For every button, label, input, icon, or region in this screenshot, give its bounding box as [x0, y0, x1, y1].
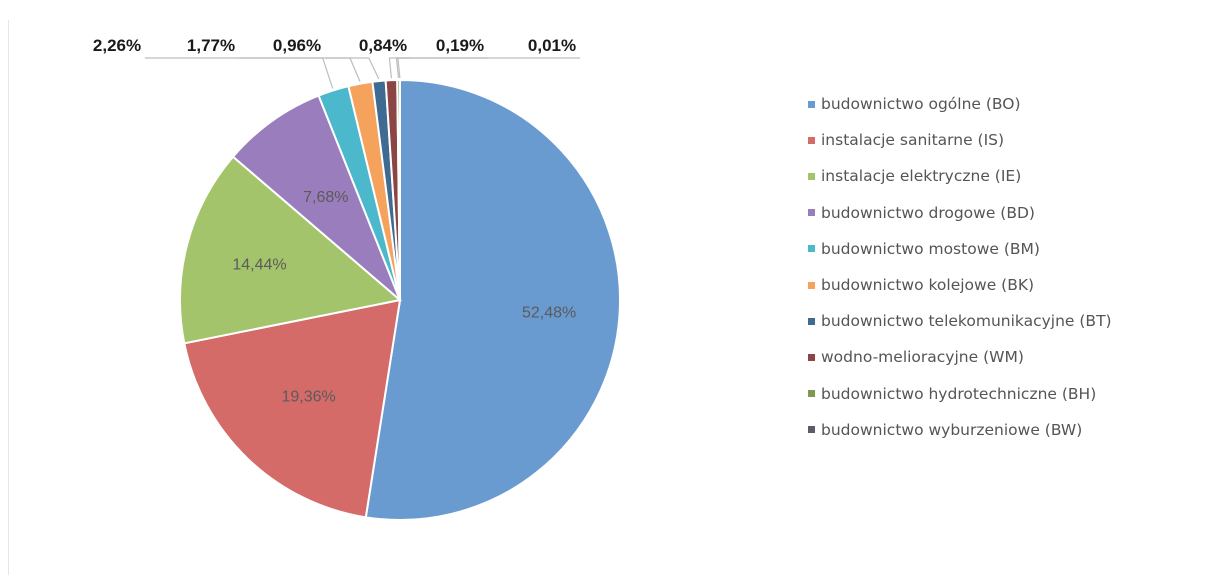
legend-swatch-icon	[808, 353, 815, 361]
legend-item-budownictwo-hydrotechniczne-bh: budownictwo hydrotechniczne (BH)	[808, 376, 1198, 412]
legend-swatch-icon	[808, 209, 815, 217]
legend-swatch-icon	[808, 390, 815, 398]
legend-item-budownictwo-ogolne-bo: budownictwo ogólne (BO)	[808, 86, 1198, 122]
leader-line-budownictwo-wyburzeniowe-bw	[397, 57, 580, 79]
legend-item-budownictwo-kolejowe-bk: budownictwo kolejowe (BK)	[808, 267, 1198, 303]
pie-slice-budownictwo-ogolne-bo	[364, 78, 622, 521]
pie-slice-instalacje-sanitarne-is	[183, 298, 402, 519]
legend: budownictwo ogólne (BO) instalacje sanita…	[808, 86, 1198, 448]
legend-label: budownictwo hydrotechniczne (BH)	[821, 384, 1097, 403]
data-label-budownictwo-kolejowe-bk: 1,77%	[187, 36, 235, 55]
legend-label: budownictwo drogowe (BD)	[821, 203, 1035, 222]
legend-item-wodno-melioracyjne-wm: wodno-melioracyjne (WM)	[808, 339, 1198, 375]
data-label-instalacje-sanitarne-is: 19,36%	[281, 388, 335, 405]
legend-item-instalacje-elektryczne-ie: instalacje elektryczne (IE)	[808, 158, 1198, 194]
leader-line-budownictwo-hydrotechniczne-bh	[395, 57, 488, 79]
legend-item-budownictwo-drogowe-bd: budownictwo drogowe (BD)	[808, 195, 1198, 231]
legend-label: wodno-melioracyjne (WM)	[821, 348, 1024, 367]
legend-swatch-icon	[808, 426, 815, 434]
data-label-budownictwo-drogowe-bd: 7,68%	[303, 189, 348, 206]
legend-swatch-icon	[808, 317, 815, 325]
legend-label: budownictwo telekomunikacyjne (BT)	[821, 312, 1112, 331]
legend-swatch-icon	[808, 172, 815, 180]
legend-swatch-icon	[808, 136, 815, 144]
legend-label: budownictwo wyburzeniowe (BW)	[821, 420, 1083, 439]
data-label-budownictwo-hydrotechniczne-bh: 0,19%	[436, 36, 484, 55]
legend-item-budownictwo-telekomunikacyjne-bt: budownictwo telekomunikacyjne (BT)	[808, 303, 1198, 339]
leader-lines	[145, 57, 580, 89]
pie-slice-instalacje-elektryczne-ie	[179, 155, 403, 345]
legend-label: budownictwo kolejowe (BK)	[821, 276, 1035, 295]
legend-swatch-icon	[808, 245, 815, 253]
data-label-budownictwo-ogolne-bo: 52,48%	[522, 305, 576, 322]
data-labels: 52,48% 19,36% 14,44% 7,68% 2,26% 1,77% 0,96% 0,…	[93, 36, 576, 405]
legend-label: budownictwo ogólne (BO)	[821, 95, 1021, 114]
legend-item-budownictwo-wyburzeniowe-bw: budownictwo wyburzeniowe (BW)	[808, 412, 1198, 448]
pie-slices	[179, 78, 622, 521]
legend-item-instalacje-sanitarne-is: instalacje sanitarne (IS)	[808, 122, 1198, 158]
leader-line-budownictwo-telekomunikacyjne-bt	[325, 57, 380, 80]
legend-label: instalacje sanitarne (IS)	[821, 131, 1005, 150]
legend-label: instalacje elektryczne (IE)	[821, 167, 1022, 186]
leader-line-budownictwo-mostowe-bm	[145, 57, 334, 89]
legend-label: budownictwo mostowe (BM)	[821, 239, 1040, 258]
pie-chart: 52,48% 19,36% 14,44% 7,68% 2,26% 1,77% 0,96% 0,…	[93, 36, 622, 521]
leader-line-budownictwo-kolejowe-bk	[239, 57, 361, 82]
legend-swatch-icon	[808, 100, 815, 108]
pie-slice-budownictwo-drogowe-bd	[231, 94, 401, 301]
legend-item-budownictwo-mostowe-bm: budownictwo mostowe (BM)	[808, 231, 1198, 267]
data-label-instalacje-elektryczne-ie: 14,44%	[232, 256, 286, 273]
data-label-wodno-melioracyjne-wm: 0,84%	[359, 36, 407, 55]
chart-frame	[8, 20, 1197, 575]
legend-swatch-icon	[808, 281, 815, 289]
data-label-budownictwo-telekomunikacyjne-bt: 0,96%	[273, 36, 321, 55]
data-label-budownictwo-mostowe-bm: 2,26%	[93, 36, 141, 55]
data-label-budownictwo-wyburzeniowe-bw: 0,01%	[528, 36, 576, 55]
